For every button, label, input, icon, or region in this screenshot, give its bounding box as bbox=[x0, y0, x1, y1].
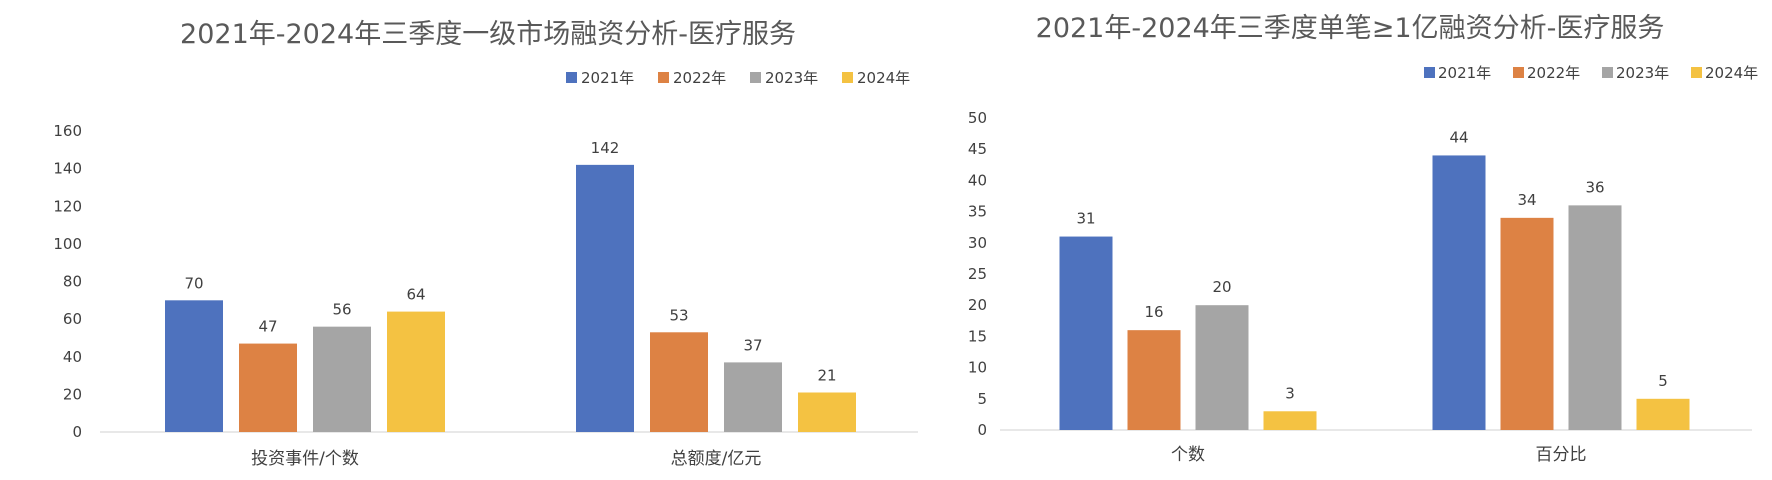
legend-swatch bbox=[750, 72, 761, 83]
y-tick-label: 0 bbox=[977, 421, 987, 439]
chart-title: 2021年-2024年三季度单笔≥1亿融资分析-医疗服务 bbox=[1036, 13, 1665, 44]
y-tick-label: 80 bbox=[63, 273, 82, 291]
data-label: 37 bbox=[743, 336, 762, 354]
bar bbox=[1127, 330, 1181, 430]
y-tick-label: 100 bbox=[53, 235, 82, 253]
chart-legend: 2021年 2022年 2023年 2024年 bbox=[1424, 64, 1758, 82]
y-tick-label: 45 bbox=[968, 140, 987, 158]
data-label: 21 bbox=[817, 366, 836, 384]
chart-legend: 2021年 2022年 2023年 2024年 bbox=[566, 69, 910, 87]
y-tick-label: 160 bbox=[53, 122, 82, 140]
data-label: 47 bbox=[258, 318, 277, 336]
data-label: 36 bbox=[1585, 178, 1604, 196]
x-axis-categories: 投资事件/个数 总额度/亿元 bbox=[251, 449, 761, 469]
y-tick-label: 40 bbox=[968, 171, 987, 189]
bar bbox=[1568, 205, 1622, 430]
data-label: 44 bbox=[1449, 128, 1468, 146]
bar bbox=[239, 343, 297, 432]
y-tick-label: 60 bbox=[63, 310, 82, 328]
bar bbox=[165, 300, 223, 432]
bar bbox=[313, 326, 371, 432]
chart-financing-events-and-amount: 2021年-2024年三季度一级市场融资分析-医疗服务 2021年 2022年 20… bbox=[53, 19, 918, 469]
legend-swatch bbox=[1691, 67, 1702, 78]
data-label: 3 bbox=[1285, 384, 1295, 402]
x-category-label: 投资事件/个数 bbox=[251, 449, 359, 469]
y-tick-label: 30 bbox=[968, 234, 987, 252]
chart-title: 2021年-2024年三季度一级市场融资分析-医疗服务 bbox=[180, 19, 796, 50]
data-labels-group: 70 47 56 64 142 53 37 21 bbox=[184, 139, 836, 385]
y-axis-ticks: 0 5 10 15 20 25 30 35 40 45 50 bbox=[968, 109, 987, 439]
chart-large-financing-count-and-share: 2021年-2024年三季度单笔≥1亿融资分析-医疗服务 2021年 2022年 2… bbox=[968, 13, 1758, 465]
data-label: 70 bbox=[184, 274, 203, 292]
bar bbox=[387, 311, 445, 432]
data-label: 53 bbox=[669, 306, 688, 324]
data-label: 5 bbox=[1658, 372, 1668, 390]
legend-label: 2023年 bbox=[1616, 64, 1669, 82]
y-axis-ticks: 0 20 40 60 80 100 120 140 160 bbox=[53, 122, 82, 441]
y-tick-label: 35 bbox=[968, 203, 987, 221]
data-labels-group: 31 16 20 3 44 34 36 5 bbox=[1076, 128, 1667, 402]
y-tick-label: 120 bbox=[53, 197, 82, 215]
data-label: 56 bbox=[332, 301, 351, 319]
legend-label: 2021年 bbox=[1438, 64, 1491, 82]
legend-swatch bbox=[1424, 67, 1435, 78]
y-tick-label: 40 bbox=[63, 348, 82, 366]
data-label: 142 bbox=[591, 139, 620, 157]
x-axis-categories: 个数 百分比 bbox=[1171, 445, 1587, 465]
bar bbox=[1263, 411, 1317, 430]
y-tick-label: 0 bbox=[72, 423, 82, 441]
y-tick-label: 50 bbox=[968, 109, 987, 127]
y-tick-label: 15 bbox=[968, 327, 987, 345]
legend-swatch bbox=[566, 72, 577, 83]
bar bbox=[724, 362, 782, 432]
x-category-label: 百分比 bbox=[1536, 445, 1587, 465]
bar bbox=[576, 164, 634, 433]
legend-swatch bbox=[1513, 67, 1524, 78]
data-label: 64 bbox=[406, 286, 425, 304]
legend-label: 2024年 bbox=[857, 69, 910, 87]
bars-group bbox=[1059, 155, 1690, 430]
y-tick-label: 20 bbox=[968, 296, 987, 314]
legend-label: 2023年 bbox=[765, 69, 818, 87]
legend-swatch bbox=[1602, 67, 1613, 78]
legend-swatch bbox=[842, 72, 853, 83]
y-tick-label: 140 bbox=[53, 160, 82, 178]
bar bbox=[1432, 155, 1486, 430]
x-category-label: 个数 bbox=[1171, 445, 1205, 465]
data-label: 20 bbox=[1212, 278, 1231, 296]
bar bbox=[798, 392, 856, 432]
legend-label: 2022年 bbox=[1527, 64, 1580, 82]
x-category-label: 总额度/亿元 bbox=[671, 449, 762, 469]
bar bbox=[650, 332, 708, 432]
legend-swatch bbox=[658, 72, 669, 83]
data-label: 34 bbox=[1517, 191, 1536, 209]
bars-group bbox=[165, 164, 856, 433]
y-tick-label: 20 bbox=[63, 385, 82, 403]
data-label: 16 bbox=[1144, 303, 1163, 321]
data-label: 31 bbox=[1076, 210, 1095, 228]
bar bbox=[1500, 217, 1554, 430]
legend-label: 2021年 bbox=[581, 69, 634, 87]
y-tick-label: 10 bbox=[968, 359, 987, 377]
bar bbox=[1195, 305, 1249, 430]
y-tick-label: 25 bbox=[968, 265, 987, 283]
y-tick-label: 5 bbox=[977, 390, 987, 408]
bar bbox=[1059, 236, 1113, 430]
legend-label: 2022年 bbox=[673, 69, 726, 87]
legend-label: 2024年 bbox=[1705, 64, 1758, 82]
bar bbox=[1636, 398, 1690, 430]
